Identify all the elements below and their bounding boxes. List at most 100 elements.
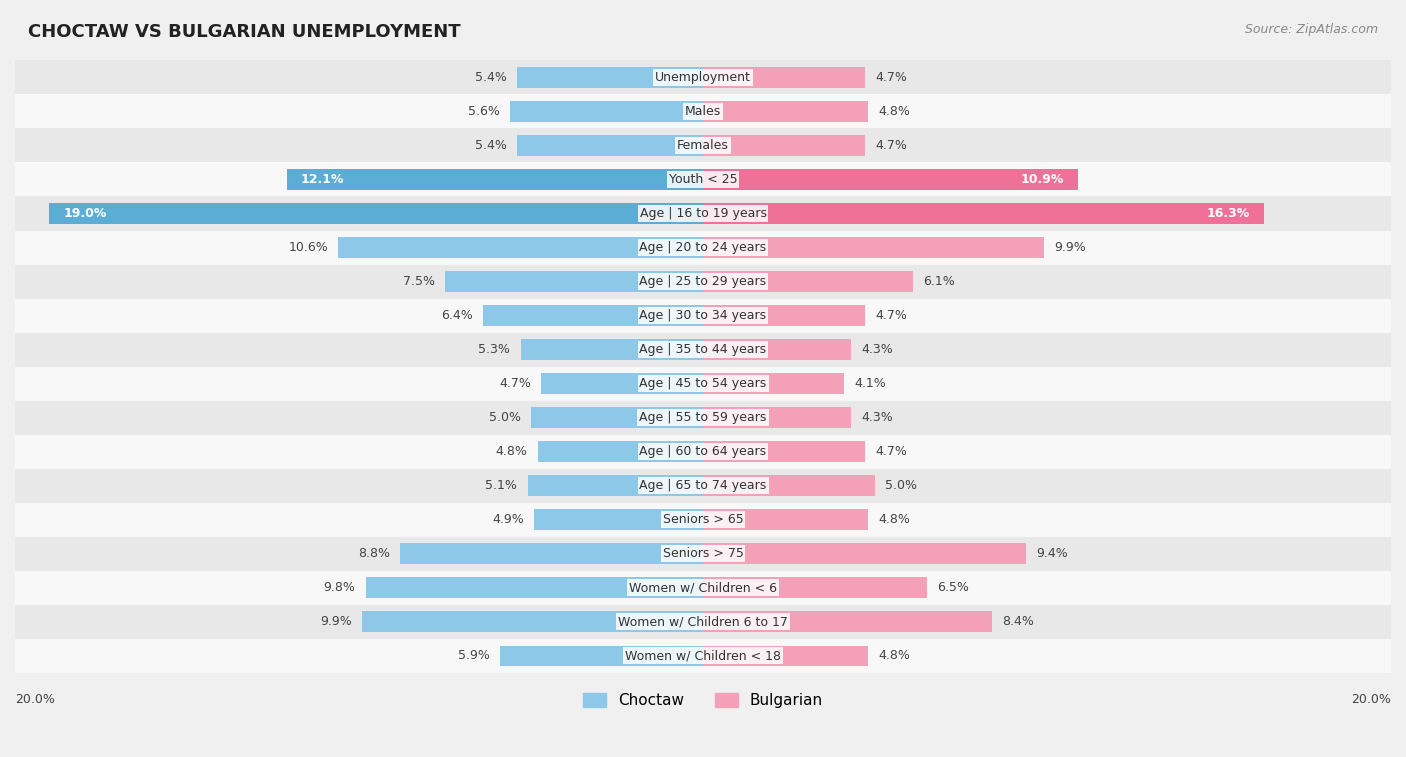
Text: 9.8%: 9.8% — [323, 581, 356, 594]
Text: 4.7%: 4.7% — [875, 309, 907, 322]
Bar — [401, 544, 703, 564]
Bar — [501, 646, 703, 666]
Text: Age | 30 to 34 years: Age | 30 to 34 years — [640, 309, 766, 322]
Text: 8.8%: 8.8% — [359, 547, 389, 560]
Text: 6.5%: 6.5% — [936, 581, 969, 594]
Bar — [703, 578, 927, 598]
Bar — [703, 271, 912, 291]
Text: Women w/ Children < 18: Women w/ Children < 18 — [626, 650, 780, 662]
Text: 4.7%: 4.7% — [875, 71, 907, 84]
Text: Age | 65 to 74 years: Age | 65 to 74 years — [640, 479, 766, 492]
Bar — [15, 332, 1391, 366]
Text: 20.0%: 20.0% — [15, 693, 55, 706]
Bar — [15, 366, 1391, 400]
Text: 4.1%: 4.1% — [855, 377, 886, 390]
Text: Age | 35 to 44 years: Age | 35 to 44 years — [640, 343, 766, 356]
Bar — [703, 373, 844, 394]
Bar — [15, 163, 1391, 197]
Bar — [517, 136, 703, 156]
Text: Women w/ Children < 6: Women w/ Children < 6 — [628, 581, 778, 594]
Bar — [534, 509, 703, 530]
Bar — [15, 230, 1391, 264]
Bar — [527, 475, 703, 496]
Text: 10.6%: 10.6% — [288, 241, 328, 254]
Bar — [703, 136, 865, 156]
Bar — [703, 101, 868, 122]
Bar — [15, 264, 1391, 298]
Bar — [15, 605, 1391, 639]
Text: Age | 25 to 29 years: Age | 25 to 29 years — [640, 275, 766, 288]
Text: 4.3%: 4.3% — [862, 411, 893, 424]
Text: 4.8%: 4.8% — [879, 650, 910, 662]
Text: Females: Females — [678, 139, 728, 152]
Text: 9.4%: 9.4% — [1036, 547, 1069, 560]
Bar — [520, 339, 703, 360]
Bar — [703, 544, 1026, 564]
Bar — [15, 95, 1391, 129]
Bar — [703, 509, 868, 530]
Text: Youth < 25: Youth < 25 — [669, 173, 737, 186]
Text: 5.3%: 5.3% — [478, 343, 510, 356]
Text: CHOCTAW VS BULGARIAN UNEMPLOYMENT: CHOCTAW VS BULGARIAN UNEMPLOYMENT — [28, 23, 461, 41]
Bar — [482, 305, 703, 326]
Text: 9.9%: 9.9% — [1054, 241, 1085, 254]
Bar — [15, 435, 1391, 469]
Text: Women w/ Children 6 to 17: Women w/ Children 6 to 17 — [619, 615, 787, 628]
Text: Source: ZipAtlas.com: Source: ZipAtlas.com — [1244, 23, 1378, 36]
Bar — [703, 441, 865, 462]
Text: Seniors > 75: Seniors > 75 — [662, 547, 744, 560]
Bar — [15, 61, 1391, 95]
Bar — [703, 305, 865, 326]
Text: 19.0%: 19.0% — [63, 207, 107, 220]
Text: Age | 20 to 24 years: Age | 20 to 24 years — [640, 241, 766, 254]
Text: 6.1%: 6.1% — [924, 275, 955, 288]
Bar — [15, 400, 1391, 435]
Bar — [15, 298, 1391, 332]
Text: 4.8%: 4.8% — [879, 513, 910, 526]
Text: 5.4%: 5.4% — [475, 139, 508, 152]
Text: 4.3%: 4.3% — [862, 343, 893, 356]
Bar — [703, 612, 993, 632]
Text: 4.9%: 4.9% — [492, 513, 524, 526]
Bar — [287, 170, 703, 190]
Text: 10.9%: 10.9% — [1021, 173, 1064, 186]
Bar — [15, 197, 1391, 230]
Text: Age | 45 to 54 years: Age | 45 to 54 years — [640, 377, 766, 390]
Bar — [363, 612, 703, 632]
Bar — [15, 503, 1391, 537]
Text: 4.8%: 4.8% — [496, 445, 527, 458]
Text: 5.0%: 5.0% — [886, 479, 917, 492]
Bar — [517, 67, 703, 88]
Text: Males: Males — [685, 105, 721, 118]
Text: 20.0%: 20.0% — [1351, 693, 1391, 706]
Bar — [49, 204, 703, 224]
Text: 5.1%: 5.1% — [485, 479, 517, 492]
Text: 4.7%: 4.7% — [875, 139, 907, 152]
Bar — [531, 407, 703, 428]
Bar — [703, 204, 1264, 224]
Bar — [15, 571, 1391, 605]
Text: 8.4%: 8.4% — [1002, 615, 1035, 628]
Bar — [366, 578, 703, 598]
Text: Age | 55 to 59 years: Age | 55 to 59 years — [640, 411, 766, 424]
Bar — [15, 469, 1391, 503]
Bar — [703, 237, 1043, 257]
Text: 16.3%: 16.3% — [1206, 207, 1250, 220]
Bar — [541, 373, 703, 394]
Bar — [703, 407, 851, 428]
Text: Age | 60 to 64 years: Age | 60 to 64 years — [640, 445, 766, 458]
Bar — [15, 129, 1391, 163]
Text: 6.4%: 6.4% — [440, 309, 472, 322]
Text: 4.7%: 4.7% — [875, 445, 907, 458]
Bar — [703, 339, 851, 360]
Bar — [703, 67, 865, 88]
Text: 5.6%: 5.6% — [468, 105, 501, 118]
Bar — [15, 537, 1391, 571]
Bar — [446, 271, 703, 291]
Text: 5.0%: 5.0% — [489, 411, 520, 424]
Bar — [15, 639, 1391, 673]
Text: Unemployment: Unemployment — [655, 71, 751, 84]
Text: 5.4%: 5.4% — [475, 71, 508, 84]
Text: Seniors > 65: Seniors > 65 — [662, 513, 744, 526]
Text: 12.1%: 12.1% — [301, 173, 344, 186]
